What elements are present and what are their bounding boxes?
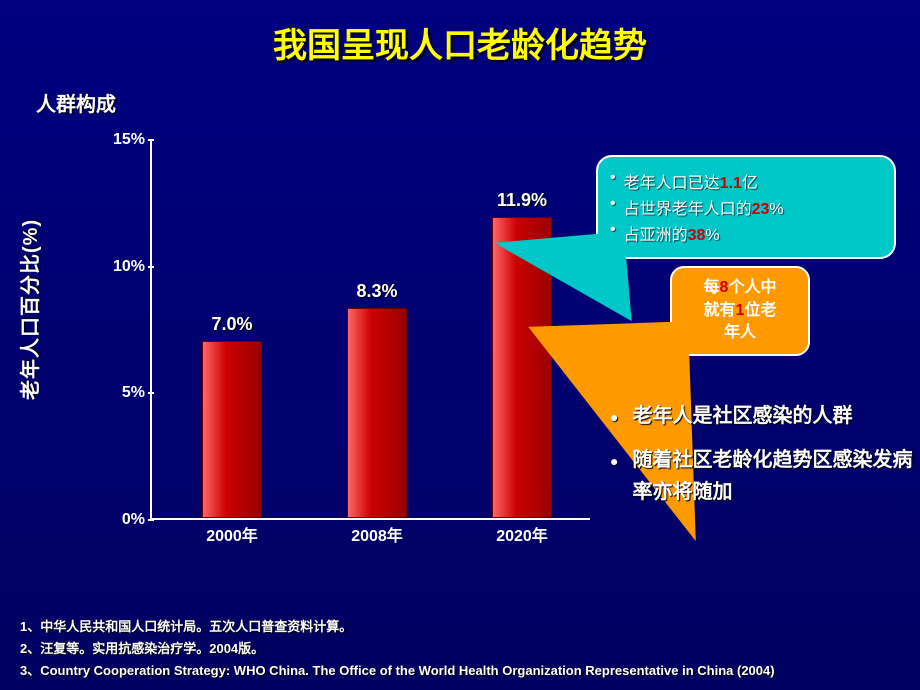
side-bullets: ●老年人是社区感染的人群 ●随着社区老龄化趋势区感染发病率亦将随加 — [610, 400, 920, 520]
t: 每 — [704, 279, 720, 296]
reference-line: 1、中华人民共和国人口统计局。五次人口普查资料计算。 — [20, 616, 775, 638]
y-tick-label: 10% — [90, 258, 145, 276]
bar-chart: 7.0%2000年8.3%2008年11.9%2020年 0%5%10%15% — [90, 140, 590, 540]
chart-subtitle: 人群构成 — [36, 88, 116, 117]
y-tick-mark — [148, 392, 154, 394]
bar-value-label: 7.0% — [172, 314, 292, 335]
references: 1、中华人民共和国人口统计局。五次人口普查资料计算。2、汪复等。实用抗感染治疗学… — [20, 616, 775, 682]
t: 个人中 — [728, 279, 776, 296]
bar-value-label: 11.9% — [462, 190, 582, 211]
y-axis-label: 老年人口百分比(%) — [14, 219, 43, 400]
reference-line: 3、Country Cooperation Strategy: WHO Chin… — [20, 660, 775, 682]
callout-line: •占亚洲的38% — [610, 221, 882, 245]
t: 就有 — [704, 302, 736, 319]
callout-line: •占世界老年人口的23% — [610, 195, 882, 219]
callout-orange: 每8个人中 就有1位老 年人 — [670, 266, 810, 356]
y-tick-mark — [148, 139, 154, 141]
callout-line: •老年人口已达1.1亿 — [610, 169, 882, 193]
bar — [347, 308, 407, 518]
t: 年人 — [724, 324, 756, 341]
y-tick-label: 5% — [90, 384, 145, 402]
x-tick-label: 2008年 — [317, 522, 437, 546]
x-tick-label: 2000年 — [172, 522, 292, 546]
bar — [202, 341, 262, 518]
y-tick-label: 0% — [90, 511, 145, 529]
t: 位老 — [744, 302, 776, 319]
bullet-item: ●老年人是社区感染的人群 — [610, 400, 920, 432]
bar-value-label: 8.3% — [317, 281, 437, 302]
y-tick-mark — [148, 519, 154, 521]
callout-cyan: •老年人口已达1.1亿•占世界老年人口的23%•占亚洲的38% — [596, 155, 896, 259]
bullet-item: ●随着社区老龄化趋势区感染发病率亦将随加 — [610, 444, 920, 508]
reference-line: 2、汪复等。实用抗感染治疗学。2004版。 — [20, 638, 775, 660]
y-tick-mark — [148, 266, 154, 268]
slide-title: 我国呈现人口老龄化趋势 — [0, 0, 920, 67]
y-tick-label: 15% — [90, 131, 145, 149]
